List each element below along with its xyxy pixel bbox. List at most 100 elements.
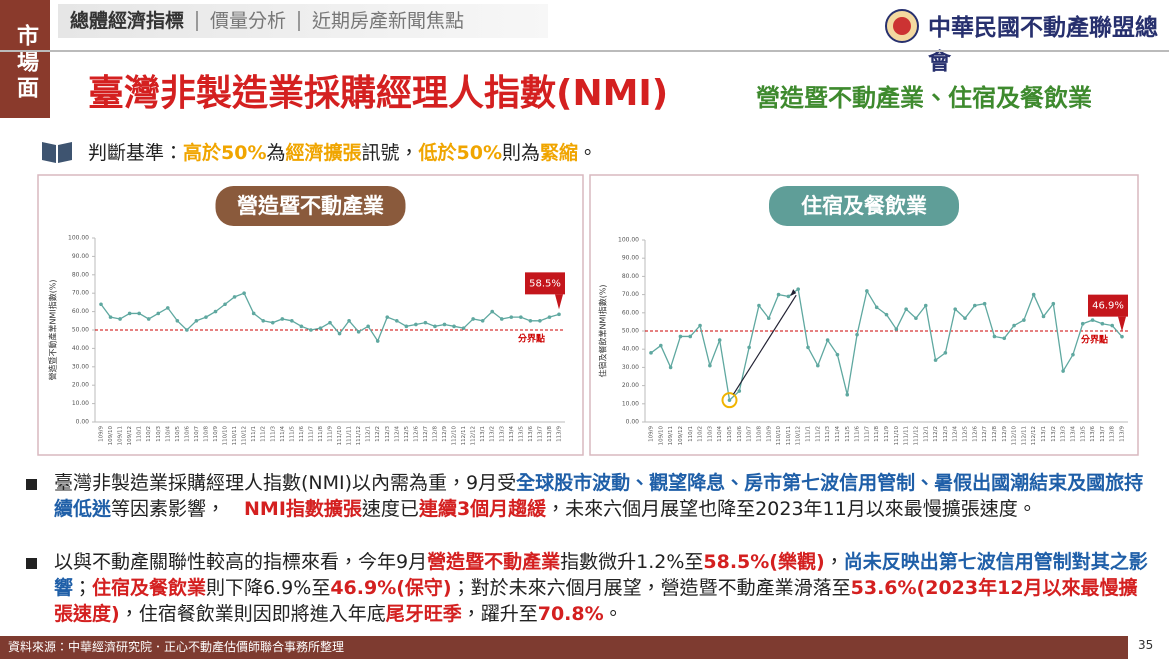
data-point bbox=[1090, 318, 1095, 322]
data-point bbox=[270, 320, 275, 325]
data-point bbox=[490, 309, 495, 314]
data-point bbox=[894, 327, 899, 331]
text-run: 臺灣非製造業採購經理人指數(NMI)以內需為重，9月受 bbox=[54, 472, 517, 494]
data-point bbox=[318, 326, 323, 330]
data-point bbox=[855, 332, 859, 337]
data-point bbox=[557, 312, 561, 317]
data-point bbox=[914, 316, 918, 321]
data-point bbox=[659, 343, 663, 348]
nav-item[interactable]: 價量分析 bbox=[198, 11, 301, 31]
x-tick-label: 113/9 bbox=[1120, 426, 1126, 442]
x-tick-label: 111/11 bbox=[904, 426, 910, 445]
data-point bbox=[757, 303, 761, 308]
chart-title: 營造暨不動產業 bbox=[237, 194, 384, 218]
data-point bbox=[175, 319, 180, 323]
x-tick-label: 109/12 bbox=[678, 426, 684, 445]
data-point bbox=[261, 319, 266, 323]
x-tick-label: 113/2 bbox=[1051, 426, 1057, 442]
x-tick-label: 112/2 bbox=[375, 426, 381, 442]
x-tick-label: 109/10 bbox=[108, 426, 114, 446]
text-run: ； bbox=[73, 577, 93, 599]
data-point bbox=[547, 315, 552, 319]
y-tick-label: 70.00 bbox=[72, 290, 89, 297]
x-tick-label: 113/7 bbox=[537, 426, 543, 442]
data-point bbox=[471, 317, 475, 321]
x-tick-label: 111/2 bbox=[261, 426, 267, 442]
text-run: 訊號， bbox=[361, 142, 419, 164]
x-tick-label: 110/5 bbox=[175, 426, 181, 442]
data-point bbox=[213, 309, 218, 314]
data-point bbox=[1041, 314, 1046, 319]
y-tick-label: 0.00 bbox=[76, 419, 90, 426]
x-tick-label: 113/8 bbox=[547, 426, 553, 442]
data-point bbox=[280, 317, 285, 321]
text-run: ，住宿餐飲業則因即將進入年底 bbox=[119, 603, 386, 625]
text-run: 。 bbox=[603, 603, 623, 625]
x-tick-label: 112/12 bbox=[471, 426, 477, 445]
data-point bbox=[528, 319, 533, 323]
x-tick-label: 109/9 bbox=[99, 426, 105, 442]
data-point bbox=[678, 334, 683, 339]
x-tick-label: 110/3 bbox=[156, 426, 162, 442]
x-tick-label: 110/10 bbox=[776, 426, 782, 446]
x-tick-label: 111/6 bbox=[855, 426, 861, 442]
data-point bbox=[717, 338, 722, 342]
x-tick-label: 113/6 bbox=[1090, 426, 1096, 442]
data-point bbox=[816, 363, 820, 368]
x-tick-label: 113/8 bbox=[1110, 426, 1116, 442]
data-point bbox=[1061, 369, 1065, 373]
y-tick-label: 20.00 bbox=[622, 382, 639, 389]
y-tick-label: 90.00 bbox=[622, 255, 639, 262]
text-run: 全球股市波動、觀望降息、房市第七波信用管制、暑假出國潮結束及國旅持續低迷 bbox=[54, 472, 1144, 520]
data-point bbox=[452, 324, 456, 329]
data-point bbox=[668, 365, 673, 370]
value-label: 46.9% bbox=[1092, 301, 1124, 312]
data-point bbox=[165, 306, 170, 310]
y-axis-label: 住宿及餐飲業NMI指數(%) bbox=[598, 284, 608, 377]
x-tick-label: 112/10 bbox=[1012, 426, 1018, 446]
data-point bbox=[973, 303, 977, 308]
data-point bbox=[461, 326, 466, 330]
data-point bbox=[499, 317, 504, 321]
x-tick-label: 112/11 bbox=[461, 426, 467, 445]
data-point bbox=[1120, 334, 1124, 339]
data-point bbox=[337, 331, 342, 336]
nav-item[interactable]: 總體經濟指標 bbox=[58, 11, 199, 31]
data-point bbox=[1080, 321, 1085, 326]
data-point bbox=[737, 389, 742, 393]
x-tick-label: 110/5 bbox=[727, 426, 733, 442]
text-run: 58.5%(樂觀) bbox=[703, 551, 825, 573]
x-tick-label: 110/6 bbox=[737, 426, 743, 442]
x-tick-label: 111/4 bbox=[280, 426, 286, 442]
data-point bbox=[242, 291, 246, 296]
data-point bbox=[108, 315, 113, 319]
data-point bbox=[232, 295, 237, 299]
reference-label: 分界點 bbox=[1081, 334, 1108, 346]
data-point bbox=[766, 316, 771, 321]
x-tick-label: 113/3 bbox=[1061, 426, 1067, 442]
x-tick-label: 112/5 bbox=[963, 426, 969, 442]
x-tick-label: 112/10 bbox=[452, 426, 458, 446]
y-tick-label: 60.00 bbox=[72, 308, 89, 315]
data-point bbox=[1031, 292, 1036, 297]
x-tick-label: 112/12 bbox=[1031, 426, 1037, 445]
x-tick-label: 111/5 bbox=[845, 426, 851, 442]
x-tick-label: 110/2 bbox=[146, 426, 152, 442]
nav-bar: 總體經濟指標 價量分析 近期房產新聞焦點 bbox=[58, 4, 548, 38]
x-tick-label: 109/11 bbox=[668, 426, 674, 445]
data-point bbox=[385, 315, 390, 319]
chart-badge bbox=[769, 186, 959, 226]
nav-item[interactable]: 近期房產新聞焦點 bbox=[312, 10, 465, 32]
data-point bbox=[884, 312, 889, 317]
data-point bbox=[99, 302, 103, 307]
x-tick-label: 112/6 bbox=[972, 426, 978, 442]
x-tick-label: 110/9 bbox=[766, 426, 772, 442]
value-label-box bbox=[525, 272, 565, 295]
y-tick-label: 50.00 bbox=[622, 328, 639, 335]
data-point bbox=[904, 307, 908, 311]
text-run: NMI指數擴張 bbox=[244, 498, 362, 520]
text-run: 則下降6.9%至 bbox=[206, 577, 331, 599]
y-tick-label: 80.00 bbox=[72, 271, 89, 278]
x-tick-label: 112/7 bbox=[982, 426, 988, 442]
